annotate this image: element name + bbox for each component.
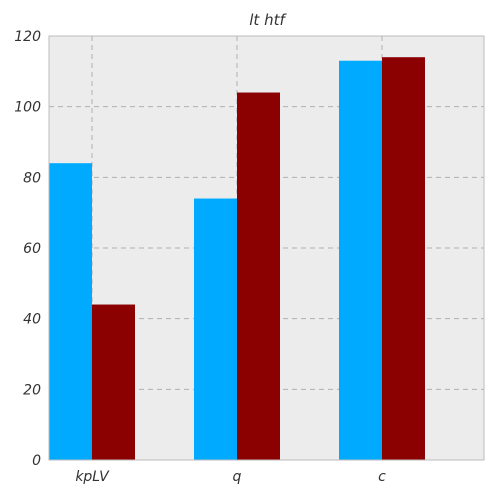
- chart-title: lt htf: [249, 11, 287, 29]
- y-axis-ticks: 0 20 40 60 80 100 120: [14, 29, 41, 469]
- plot-frame: [48, 35, 485, 461]
- y-tick-label: 80: [23, 170, 41, 186]
- x-tick-label: c: [378, 469, 386, 485]
- y-tick-label: 60: [23, 241, 41, 257]
- y-tick-label: 0: [32, 453, 41, 469]
- bar-series2-kpLV: [92, 304, 135, 460]
- y-tick-label: 40: [23, 312, 41, 328]
- y-tick-label: 120: [14, 29, 41, 45]
- bar-series2-q: [237, 92, 280, 461]
- x-tick-label: kpLV: [75, 469, 110, 485]
- bars: [49, 57, 425, 461]
- x-axis-ticks: kpLV q c: [75, 469, 386, 485]
- bar-series2-c: [382, 57, 425, 460]
- bar-series1-c: [339, 60, 382, 460]
- y-tick-label: 20: [23, 382, 41, 398]
- y-tick-label: 100: [14, 100, 41, 116]
- bar-series1-q: [194, 198, 237, 461]
- x-tick-label: q: [233, 469, 242, 485]
- bar-series1-kpLV: [49, 163, 92, 460]
